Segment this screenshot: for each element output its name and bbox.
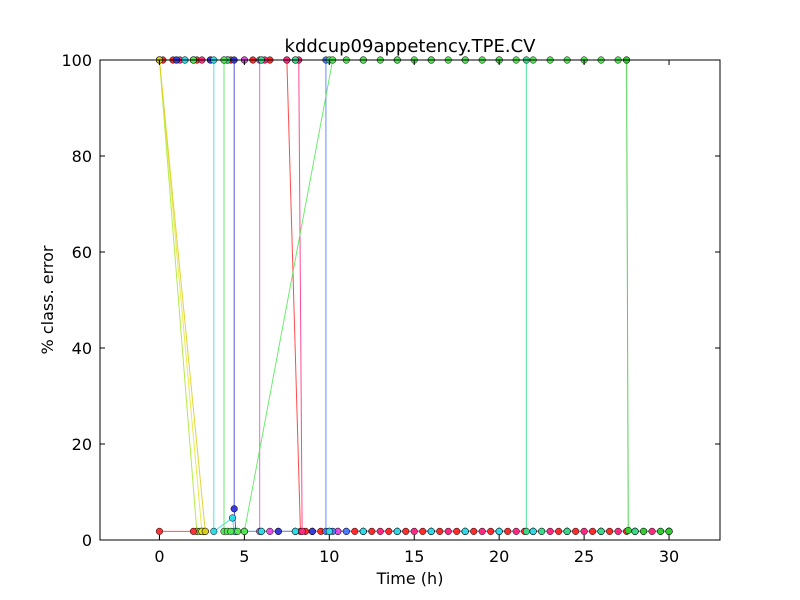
data-point — [597, 527, 605, 535]
data-point — [495, 527, 503, 535]
data-point — [589, 527, 597, 535]
data-point — [234, 527, 242, 535]
chart-title: kddcup09appetency.TPE.CV — [285, 36, 537, 57]
x-tick-label: 20 — [489, 547, 509, 566]
data-point — [385, 527, 393, 535]
data-point — [522, 527, 530, 535]
data-point — [665, 527, 673, 535]
y-axis-label: % class. error — [38, 245, 57, 354]
y-tick-label: 20 — [72, 435, 92, 454]
data-point — [453, 527, 461, 535]
y-tick-label: 80 — [72, 147, 92, 166]
data-point — [648, 527, 656, 535]
data-point — [624, 526, 632, 534]
data-point — [325, 527, 333, 535]
data-point — [572, 527, 580, 535]
data-point — [266, 527, 274, 535]
data-point — [606, 527, 614, 535]
data-point — [351, 527, 359, 535]
marker-layer — [155, 56, 673, 535]
x-tick-label: 5 — [239, 547, 249, 566]
data-point — [478, 527, 486, 535]
data-point — [538, 527, 546, 535]
data-point — [631, 527, 639, 535]
data-point — [189, 527, 197, 535]
x-axis-label: Time (h) — [376, 569, 444, 588]
y-axis: 0 20 40 60 80 100 — [61, 51, 720, 550]
data-point — [546, 527, 554, 535]
data-point — [240, 527, 248, 535]
x-tick-label: 0 — [154, 547, 164, 566]
x-tick-label: 30 — [659, 547, 679, 566]
data-point — [563, 527, 571, 535]
data-point — [512, 527, 520, 535]
y-tick-label: 0 — [82, 531, 92, 550]
data-point — [257, 527, 265, 535]
data-point — [308, 527, 316, 535]
data-point — [640, 527, 648, 535]
data-point — [230, 505, 238, 513]
data-point — [580, 527, 588, 535]
data-point — [614, 527, 622, 535]
data-point — [656, 527, 665, 535]
data-point — [201, 527, 209, 535]
data-point — [368, 527, 376, 535]
data-point — [555, 527, 563, 535]
data-point — [376, 527, 384, 535]
data-point — [227, 527, 235, 535]
data-point — [210, 527, 218, 535]
data-point — [461, 527, 469, 535]
data-point — [359, 527, 367, 535]
plot-frame — [99, 59, 721, 541]
data-point — [155, 527, 164, 535]
data-point — [393, 527, 401, 535]
y-tick-label: 60 — [72, 243, 92, 262]
data-point — [419, 527, 427, 535]
x-axis: 0 5 10 15 20 25 30 — [154, 60, 679, 566]
x-tick-label: 10 — [319, 547, 339, 566]
data-point — [504, 527, 512, 535]
data-point — [436, 527, 444, 535]
data-point — [410, 527, 418, 535]
data-point — [274, 527, 282, 535]
series-line-11 — [158, 60, 206, 532]
data-point — [487, 527, 495, 535]
y-tick-label: 40 — [72, 339, 92, 358]
data-point — [342, 527, 350, 535]
x-tick-label: 25 — [574, 547, 594, 566]
data-point — [291, 527, 299, 535]
y-tick-label: 100 — [61, 51, 92, 70]
data-point — [529, 527, 537, 535]
data-point — [444, 527, 452, 535]
data-point — [427, 527, 435, 535]
data-point — [470, 527, 478, 535]
x-tick-label: 15 — [404, 547, 424, 566]
data-point — [402, 527, 410, 535]
data-point — [228, 514, 237, 522]
data-point — [298, 527, 306, 535]
